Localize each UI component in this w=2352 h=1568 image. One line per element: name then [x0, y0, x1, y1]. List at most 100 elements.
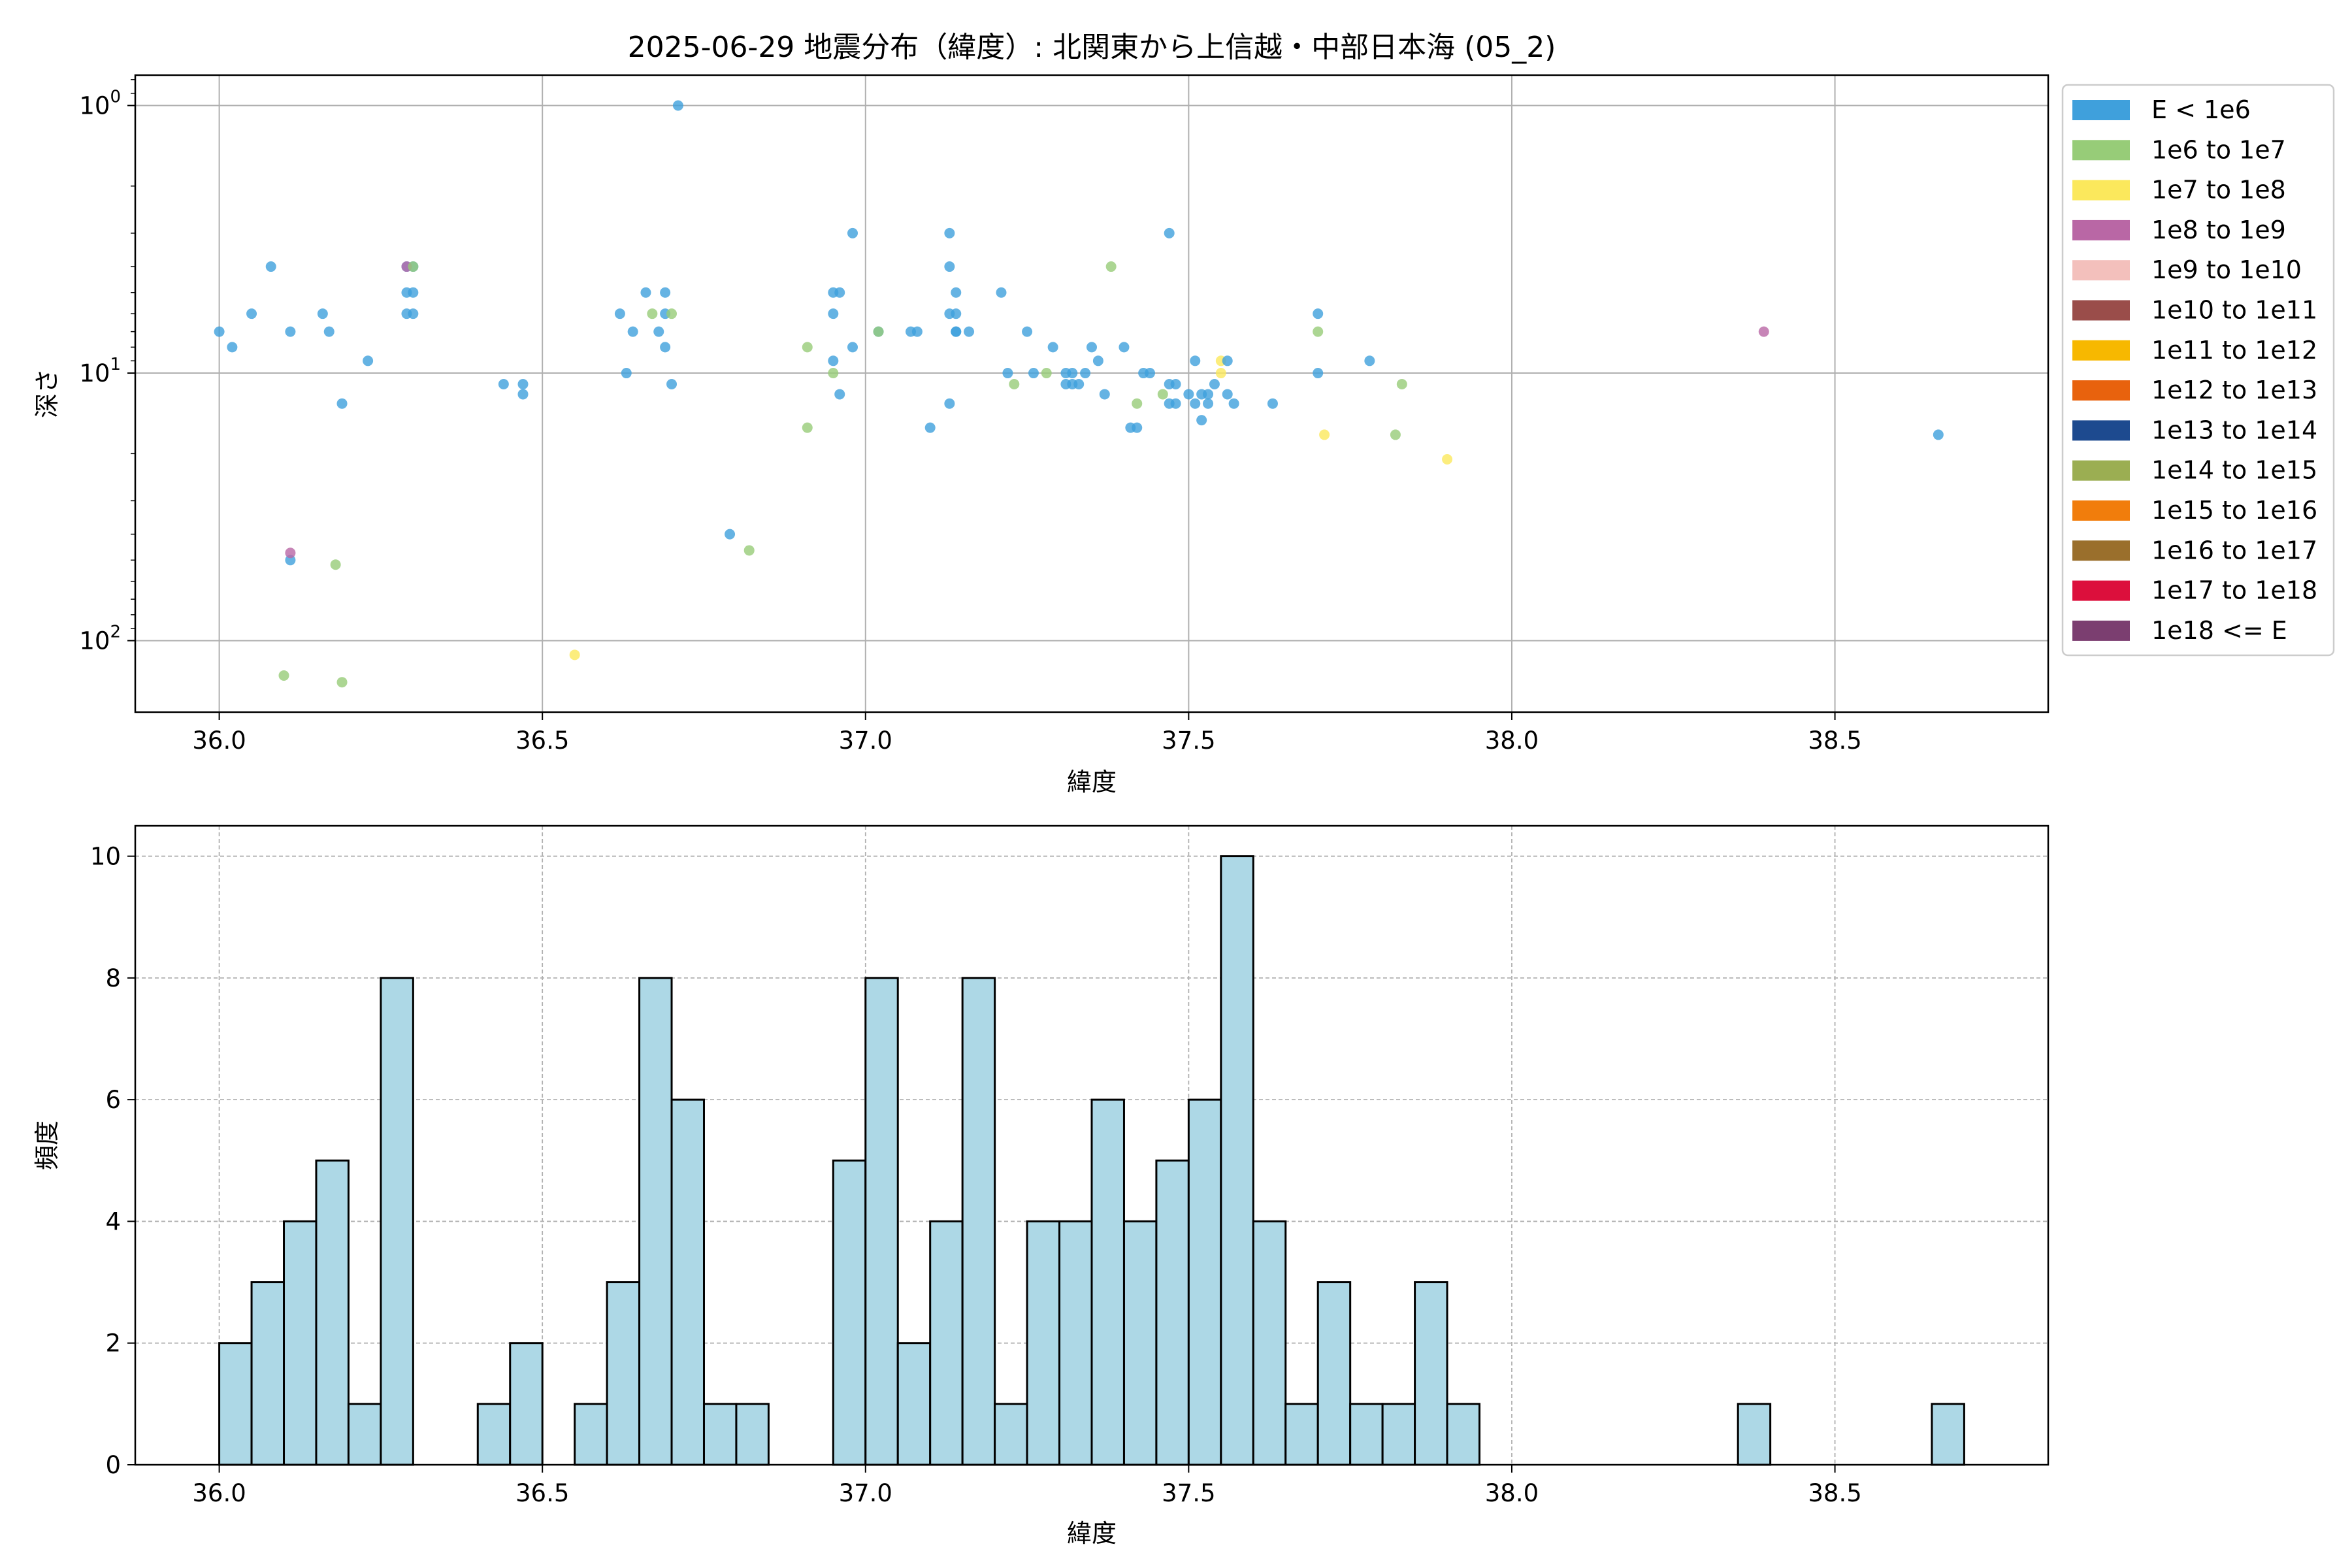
scatter-point	[621, 368, 632, 379]
scatter-point	[1105, 261, 1117, 272]
scatter-point	[847, 227, 858, 238]
scatter-point	[1758, 326, 1769, 337]
scatter-point	[834, 287, 845, 298]
legend-swatch	[2072, 100, 2130, 120]
legend-label: 1e9 to 1e10	[2151, 255, 2302, 284]
scatter-point	[640, 287, 651, 298]
histogram-bar	[670, 1098, 705, 1466]
scatter-x-ticks: 36.0 36.5 37.0 37.5 38.0 38.5	[192, 712, 1862, 755]
histogram-bar	[1058, 1220, 1093, 1466]
scatter-point	[1319, 429, 1330, 440]
scatter-point	[951, 326, 962, 337]
scatter-point	[265, 261, 276, 272]
legend-swatch	[2072, 180, 2130, 201]
scatter-point	[285, 326, 296, 337]
histogram-bar	[864, 977, 899, 1466]
histogram-bar	[1349, 1403, 1384, 1466]
scatter-point	[285, 547, 296, 559]
histogram-bar	[606, 1281, 641, 1466]
scatter-point	[363, 355, 374, 367]
scatter-point	[944, 261, 955, 272]
scatter-frame	[134, 74, 2050, 713]
scatter-point	[1442, 453, 1453, 465]
histogram-x-tick-label: 38.5	[1808, 1479, 1861, 1507]
scatter-point	[330, 559, 341, 570]
histogram-y-tick-label: 6	[105, 1086, 121, 1114]
histogram-y-tick-label: 0	[105, 1451, 121, 1479]
scatter-point	[517, 389, 529, 400]
histogram-bar	[702, 1403, 738, 1466]
scatter-point	[1041, 368, 1052, 379]
scatter-point	[408, 261, 419, 272]
legend-swatch	[2072, 420, 2130, 441]
scatter-point	[1203, 398, 1214, 409]
scatter-gridlines	[135, 75, 2048, 712]
legend-swatch	[2072, 540, 2130, 561]
scatter-point	[278, 670, 289, 681]
scatter-x-tick-label: 36.5	[515, 727, 569, 755]
scatter-point	[1170, 378, 1181, 389]
scatter-y-tick-label: 101	[79, 355, 121, 387]
scatter-point	[802, 342, 813, 353]
legend-swatch	[2072, 260, 2130, 281]
scatter-point	[666, 308, 678, 319]
histogram-bar	[1220, 855, 1254, 1466]
legend-label: 1e18 <= E	[2151, 616, 2287, 645]
scatter-point	[1209, 378, 1220, 389]
scatter-point	[666, 378, 678, 389]
scatter-point	[1396, 378, 1407, 389]
histogram-bar	[1090, 1098, 1125, 1466]
histogram-bar	[832, 1159, 867, 1466]
scatter-x-tick-label: 38.0	[1485, 727, 1539, 755]
legend-label: 1e14 to 1e15	[2151, 456, 2317, 485]
scatter-y-tick-label: 100	[79, 87, 121, 120]
scatter-point	[408, 308, 419, 319]
histogram-bar	[1446, 1403, 1481, 1466]
scatter-point	[1132, 398, 1143, 409]
scatter-point	[944, 227, 955, 238]
legend-label: 1e13 to 1e14	[2151, 416, 2317, 444]
scatter-point	[1267, 398, 1278, 409]
scatter-point	[1067, 368, 1078, 379]
scatter-point	[1203, 389, 1214, 400]
scatter-point	[1073, 378, 1085, 389]
histogram-frame	[134, 825, 2050, 1466]
histogram-x-ticks: 36.0 36.5 37.0 37.5 38.0 38.5	[192, 1465, 1862, 1507]
scatter-point	[1196, 415, 1207, 426]
scatter-point	[1190, 355, 1201, 367]
scatter-point	[214, 326, 225, 337]
legend-label: 1e10 to 1e11	[2151, 296, 2317, 325]
legend-label: 1e15 to 1e16	[2151, 496, 2317, 525]
scatter-point	[1092, 355, 1103, 367]
scatter-point	[996, 287, 1007, 298]
legend-swatch	[2072, 300, 2130, 321]
histogram-bar	[1026, 1220, 1061, 1466]
scatter-point	[1119, 342, 1130, 353]
scatter-point	[1145, 368, 1156, 379]
scatter-point	[614, 308, 625, 319]
histogram-bar	[1381, 1403, 1416, 1466]
scatter-point	[323, 326, 335, 337]
histogram-bar	[1284, 1403, 1319, 1466]
histogram-y-tick-label: 2	[105, 1330, 121, 1358]
legend-swatch	[2072, 220, 2130, 240]
scatter-point	[660, 287, 671, 298]
scatter-y-ticks: 100 101 102	[79, 79, 135, 655]
scatter-point	[1022, 326, 1033, 337]
scatter-point	[1222, 389, 1233, 400]
scatter-point	[873, 326, 884, 337]
histogram-y-ticks: 0 2 4 6 8 10	[90, 843, 135, 1479]
scatter-point	[285, 555, 296, 566]
scatter-point	[246, 308, 257, 319]
scatter-point	[1313, 308, 1324, 319]
legend-label: 1e11 to 1e12	[2151, 336, 2317, 365]
scatter-point	[1933, 429, 1944, 440]
histogram-bar	[1155, 1159, 1190, 1466]
histogram-bar	[896, 1342, 932, 1466]
scatter-x-tick-label: 37.5	[1162, 727, 1215, 755]
scatter-point	[828, 308, 839, 319]
histogram-bar	[1737, 1403, 1772, 1466]
scatter-point	[828, 355, 839, 367]
scatter-title: 2025-06-29 地震分布（緯度）: 北関東から上信越・中部日本海 (05_…	[628, 31, 1556, 64]
scatter-point	[1028, 368, 1039, 379]
